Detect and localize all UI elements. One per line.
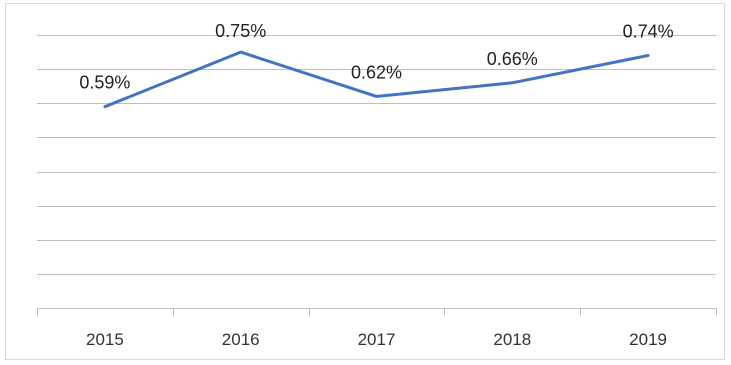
chart-frame [5,3,725,360]
data-label: 0.75% [215,21,266,41]
x-tick-label: 2017 [358,330,396,349]
data-labels: 0.59% 0.75% 0.62% 0.66% 0.74% [79,21,673,93]
x-tick-labels: 2015 2016 2017 2018 2019 [86,330,667,349]
x-tick-label: 2019 [629,330,667,349]
data-label: 0.62% [351,62,402,82]
x-axis [37,308,717,316]
series-layer [103,50,650,109]
data-label: 0.74% [623,22,674,42]
series-line [103,50,650,109]
gridlines [37,35,716,275]
data-label: 0.66% [487,49,538,69]
x-tick-label: 2015 [86,330,124,349]
x-tick-label: 2018 [493,330,531,349]
data-label: 0.59% [79,73,130,93]
x-tick-label: 2016 [222,330,260,349]
